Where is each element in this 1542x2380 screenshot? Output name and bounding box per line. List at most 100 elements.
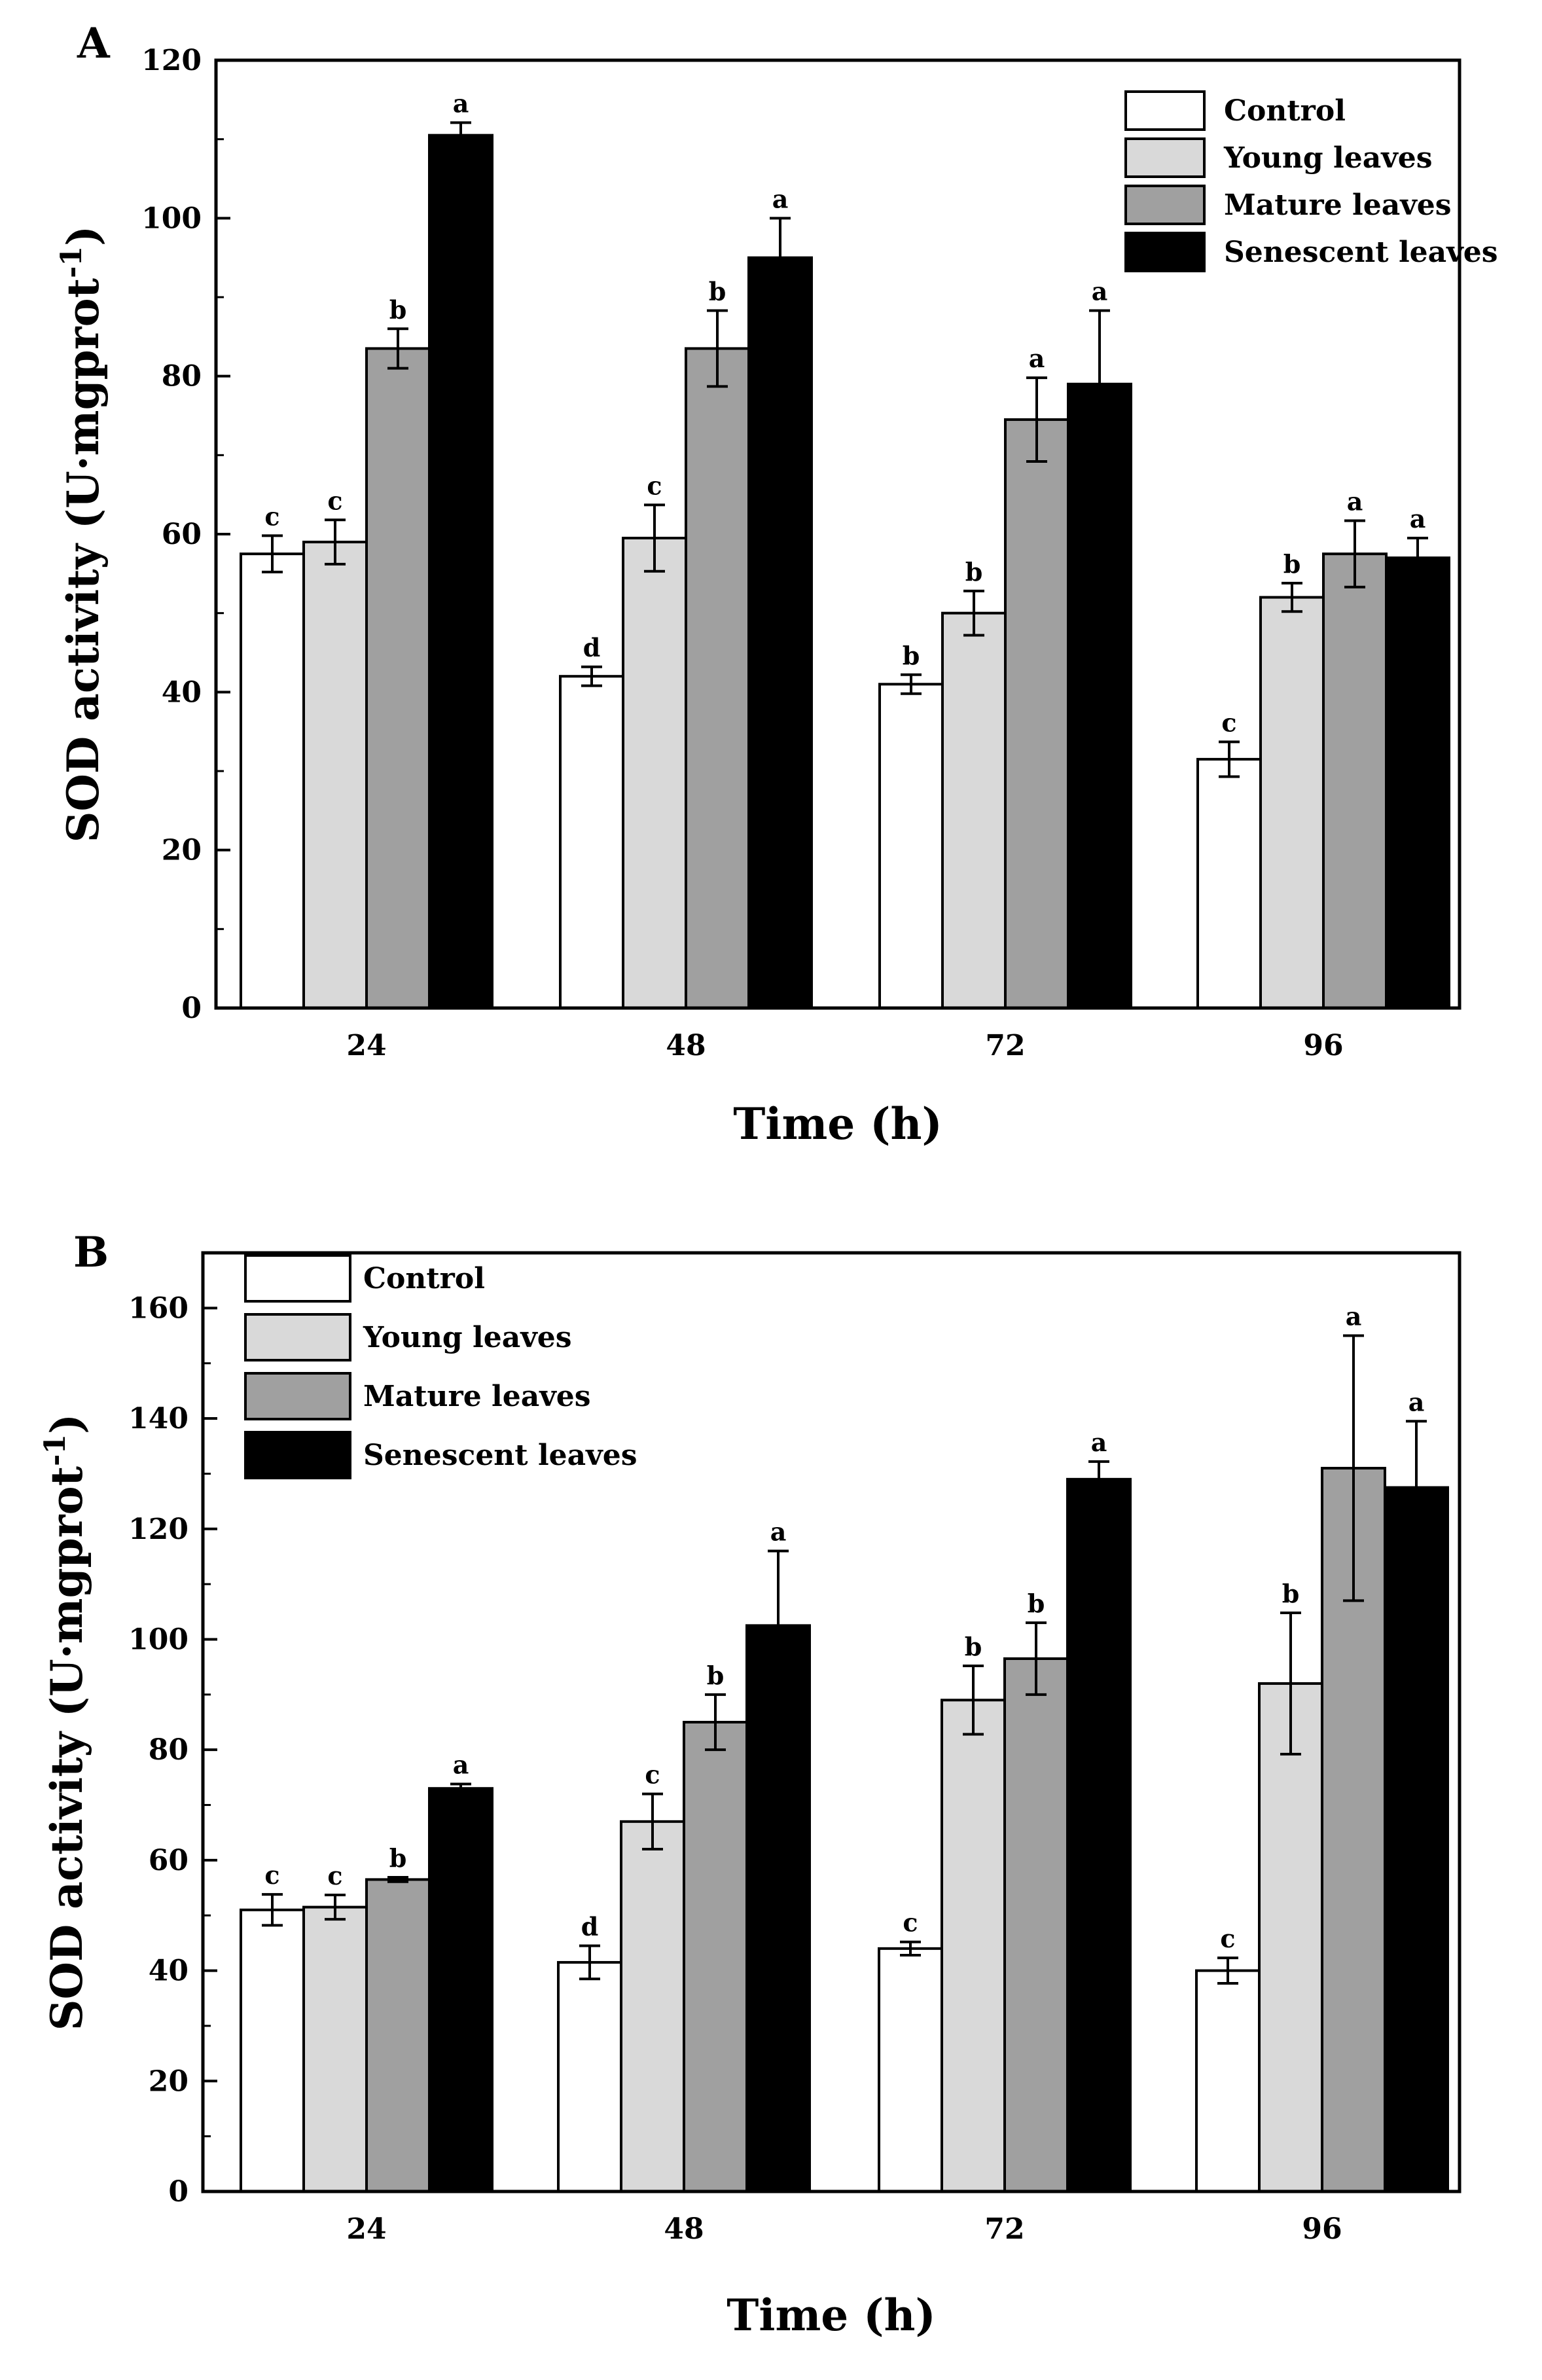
error-bar bbox=[1407, 537, 1428, 579]
bar-senescent-leaves-72 bbox=[1066, 1477, 1132, 2193]
y-tick-label: 20 bbox=[149, 2064, 188, 2098]
significance-letter: b bbox=[1283, 549, 1301, 579]
panel-label: B bbox=[73, 1228, 109, 1277]
significance-letter: a bbox=[453, 1750, 469, 1779]
x-tick-label: 24 bbox=[346, 2212, 386, 2246]
significance-letter: b bbox=[1028, 1589, 1045, 1618]
x-tick-label: 72 bbox=[985, 1029, 1025, 1062]
significance-letter: b bbox=[1282, 1579, 1300, 1608]
legend-label: Young leaves bbox=[1223, 141, 1433, 175]
significance-letter: a bbox=[453, 88, 469, 118]
x-tick-label: 24 bbox=[346, 1029, 386, 1062]
error-bar bbox=[1219, 740, 1240, 778]
bar-mature-leaves-24 bbox=[365, 347, 431, 1009]
y-tick-label: 60 bbox=[162, 518, 202, 551]
error-bar bbox=[1089, 309, 1110, 459]
y-tick-label: 120 bbox=[141, 44, 202, 77]
error-bar bbox=[642, 1792, 663, 1851]
significance-letter: b bbox=[965, 1632, 982, 1661]
significance-letter: b bbox=[707, 1661, 725, 1690]
bar-senescent-leaves-48 bbox=[745, 1624, 811, 2193]
legend: Control Young leaves Mature leaves Senescen… bbox=[244, 1254, 637, 1479]
bar-young-leaves-96 bbox=[1258, 1682, 1323, 2193]
y-tick-label: 40 bbox=[149, 1955, 188, 1988]
bar-young-leaves-24 bbox=[302, 1905, 368, 2193]
error-bar bbox=[262, 1893, 283, 1927]
x-tick-label: 72 bbox=[984, 2212, 1024, 2246]
legend-label: Control bbox=[1224, 94, 1346, 128]
legend-swatch bbox=[244, 1372, 351, 1420]
bar-control-96 bbox=[1196, 757, 1262, 1010]
error-bar bbox=[450, 1782, 471, 1794]
y-tick-label: 80 bbox=[162, 360, 202, 393]
bar-mature-leaves-24 bbox=[365, 1878, 431, 2193]
significance-letter: c bbox=[1220, 1924, 1235, 1953]
y-axis-title: SOD activity (U·mgprot-1) bbox=[39, 1414, 92, 2030]
significance-letter: c bbox=[645, 1760, 660, 1790]
y-tick-label: 60 bbox=[149, 1844, 188, 1877]
bar-young-leaves-24 bbox=[302, 541, 368, 1009]
x-axis-title: Time (h) bbox=[733, 1098, 942, 1149]
legend-swatch bbox=[244, 1431, 351, 1479]
bar-senescent-leaves-24 bbox=[428, 1787, 493, 2193]
y-axis-title-main: SOD activity (U·mgprot bbox=[58, 278, 109, 842]
bar-mature-leaves-96 bbox=[1322, 552, 1388, 1009]
y-tick-label: 80 bbox=[149, 1733, 188, 1767]
y-tick-label: 100 bbox=[141, 202, 202, 235]
legend-swatch bbox=[1124, 232, 1206, 272]
bar-young-leaves-72 bbox=[941, 611, 1007, 1009]
significance-letter: a bbox=[770, 1517, 787, 1547]
error-bar bbox=[325, 518, 346, 566]
bar-control-96 bbox=[1195, 1969, 1261, 2193]
y-tick-label: 0 bbox=[181, 992, 202, 1025]
y-axis-title-sup: -1 bbox=[55, 246, 88, 278]
bar-senescent-leaves-96 bbox=[1385, 556, 1450, 1009]
bar-mature-leaves-72 bbox=[1004, 418, 1069, 1009]
significance-letter: c bbox=[1221, 708, 1236, 737]
bar-senescent-leaves-24 bbox=[428, 134, 493, 1010]
bar-control-48 bbox=[557, 1960, 622, 2193]
significance-letter: c bbox=[327, 486, 342, 515]
bar-control-48 bbox=[559, 675, 624, 1009]
bar-control-72 bbox=[878, 1947, 943, 2193]
legend-swatch bbox=[244, 1254, 351, 1303]
bar-mature-leaves-72 bbox=[1003, 1657, 1069, 2193]
bar-mature-leaves-48 bbox=[685, 347, 750, 1009]
y-tick-label: 100 bbox=[128, 1623, 188, 1656]
error-bar bbox=[1282, 581, 1302, 613]
significance-letter: c bbox=[327, 1861, 342, 1890]
significance-letter: b bbox=[389, 295, 407, 324]
error-bar bbox=[325, 1894, 346, 1921]
y-axis-title-end: ) bbox=[41, 1414, 92, 1434]
error-bar bbox=[1088, 1460, 1109, 1498]
significance-letter: c bbox=[264, 501, 279, 531]
bar-young-leaves-48 bbox=[620, 1820, 685, 2193]
bar-control-72 bbox=[878, 683, 944, 1010]
error-bar bbox=[901, 673, 922, 695]
y-axis-title-end: ) bbox=[58, 226, 109, 246]
bar-mature-leaves-48 bbox=[683, 1721, 748, 2193]
bar-young-leaves-72 bbox=[941, 1699, 1006, 2193]
significance-letter: a bbox=[1346, 1302, 1362, 1331]
error-bar bbox=[900, 1940, 921, 1956]
bar-young-leaves-48 bbox=[622, 537, 687, 1009]
significance-letter: a bbox=[772, 184, 789, 213]
bar-senescent-leaves-96 bbox=[1384, 1486, 1449, 2193]
x-tick-label: 96 bbox=[1302, 2212, 1342, 2246]
significance-letter: c bbox=[903, 1908, 918, 1938]
y-tick-label: 140 bbox=[128, 1402, 188, 1435]
significance-letter: a bbox=[1347, 486, 1363, 516]
error-bar bbox=[1217, 1956, 1238, 1985]
error-bar bbox=[1026, 376, 1047, 463]
legend-swatch bbox=[244, 1313, 351, 1361]
error-bar bbox=[963, 1664, 984, 1736]
bar-young-leaves-96 bbox=[1259, 596, 1325, 1009]
error-bar bbox=[387, 327, 408, 370]
chart-panel-b: Bc d c c c c b b b b b a a a a a 0 20 40 60 80 100 120 140 160 24… bbox=[39, 1228, 1461, 2341]
legend-label: Control bbox=[363, 1262, 485, 1295]
chart-panel-a: Ac d b c c c b b b b a a a a a a 0 20 40 60 80 100 120 24 48 72 96… bbox=[55, 19, 1498, 1149]
plot-frame bbox=[201, 1251, 1461, 2193]
error-bar bbox=[262, 534, 283, 573]
y-axis-title: SOD activity (U·mgprot-1) bbox=[55, 226, 109, 842]
